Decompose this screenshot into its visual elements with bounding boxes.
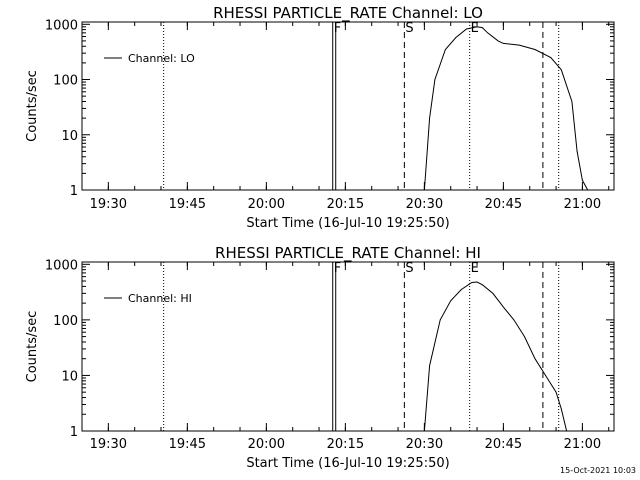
x-tick-label: 20:00 [248, 197, 285, 212]
plot-frame [81, 21, 615, 191]
data-point [555, 391, 557, 393]
y-tick-label: 100 [53, 74, 78, 89]
x-tick-label: 20:30 [406, 437, 443, 452]
y-tick-label: 1000 [45, 258, 78, 273]
chart-title: RHESSI PARTICLE_RATE Channel: LO [213, 4, 483, 23]
data-point [518, 44, 520, 46]
data-point [545, 375, 546, 376]
chart-panel-2: RHESSI PARTICLE_RATE Channel: HI 1 10 100 10… [25, 244, 615, 471]
x-tick-label: 19:45 [169, 437, 206, 452]
y-tick-label: 1 [70, 425, 78, 440]
data-point [492, 293, 494, 294]
series-line [423, 26, 589, 191]
x-tick-label: 19:30 [90, 197, 127, 212]
y-axis-label: Counts/sec [25, 70, 40, 142]
data-point [466, 28, 467, 30]
data-point [450, 300, 452, 302]
plot-frame [81, 261, 615, 432]
y-axis-label: Counts/sec [25, 311, 40, 383]
x-tick-label: 21:00 [564, 437, 601, 452]
data-point [476, 26, 478, 28]
data-point [471, 282, 473, 283]
data-point [455, 37, 457, 38]
data-point [587, 189, 589, 191]
y-tick-label: 100 [53, 314, 78, 329]
legend-label: Channel: HI [128, 292, 192, 305]
footer-timestamp: 15-Oct-2021 10:03 [560, 466, 636, 475]
data-point [513, 319, 515, 321]
x-tick-label: 19:45 [169, 197, 206, 212]
marker-label: F [334, 261, 341, 276]
data-point [487, 32, 488, 34]
data-point [424, 189, 425, 191]
data-point [476, 281, 478, 283]
data-point [576, 151, 578, 152]
data-point [503, 43, 504, 44]
x-tick-label: 20:45 [485, 197, 522, 212]
data-point [571, 101, 573, 102]
x-tick-label: 20:00 [248, 437, 285, 452]
y-tick-label: 10 [61, 369, 78, 384]
x-tick-label: 19:30 [90, 437, 127, 452]
data-point [439, 319, 441, 321]
y-tick-label: 1 [70, 184, 78, 199]
x-tick-label: 20:30 [406, 197, 443, 212]
marker-label: F [334, 21, 341, 36]
chart-panel-1: RHESSI PARTICLE_RATE Channel: LO 1 10 100 10… [25, 4, 615, 231]
data-point [445, 49, 446, 50]
data-point [460, 289, 462, 290]
marker-label: S [405, 261, 413, 276]
data-point [582, 179, 583, 181]
x-tick-label: 20:15 [327, 437, 364, 452]
x-axis-label: Start Time (16-Jul-10 19:25:50) [246, 216, 449, 231]
data-point [481, 27, 483, 28]
data-point [503, 306, 504, 308]
data-point [550, 57, 552, 58]
x-tick-label: 20:45 [485, 437, 522, 452]
data-point [434, 79, 436, 80]
x-tick-label: 20:15 [327, 197, 364, 212]
y-tick-label: 10 [61, 129, 78, 144]
marker-label: S [405, 21, 413, 36]
series-line [423, 281, 568, 432]
data-point [534, 358, 536, 360]
data-point [560, 408, 562, 410]
data-point [524, 336, 525, 337]
data-point [481, 284, 483, 286]
data-point [566, 430, 567, 432]
x-tick-label: 21:00 [564, 197, 601, 212]
data-point [429, 117, 430, 119]
y-tick-label: 1000 [45, 18, 78, 33]
x-axis-label: Start Time (16-Jul-10 19:25:50) [246, 456, 449, 471]
legend-label: Channel: LO [128, 52, 195, 65]
marker-label: E [471, 21, 479, 36]
data-point [497, 40, 499, 42]
data-point [429, 365, 430, 366]
data-point [424, 430, 425, 432]
marker-label: E [471, 261, 479, 276]
data-point [560, 69, 562, 71]
chart-title: RHESSI PARTICLE_RATE Channel: HI [215, 244, 481, 263]
data-point [534, 49, 536, 50]
